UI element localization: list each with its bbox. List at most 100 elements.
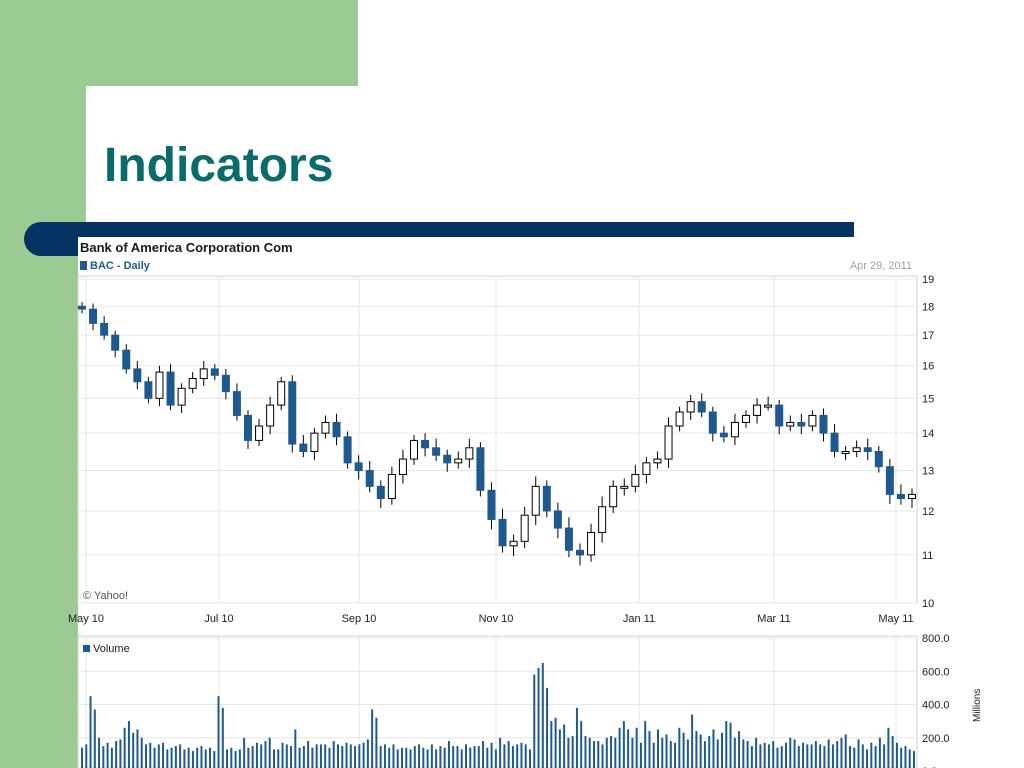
- volume-bar: [742, 739, 745, 768]
- price-y-tick-label: 17: [922, 330, 934, 342]
- volume-bar: [755, 737, 758, 768]
- volume-bar: [383, 744, 386, 768]
- volume-bar: [315, 744, 318, 768]
- volume-bar: [695, 731, 698, 768]
- volume-bar: [93, 709, 96, 768]
- candle-body: [753, 404, 762, 416]
- volume-bar: [529, 749, 531, 768]
- price-grid: [77, 275, 918, 604]
- volume-bar: [174, 746, 177, 768]
- volume-bar: [511, 746, 514, 768]
- candle-body: [885, 466, 894, 495]
- candle-body: [852, 447, 861, 453]
- volume-bar: [328, 747, 331, 768]
- volume-bar: [810, 744, 813, 768]
- candle-body: [631, 473, 640, 487]
- volume-bar: [610, 736, 613, 768]
- volume-bar: [319, 744, 322, 768]
- volume-bar: [439, 746, 442, 768]
- volume-bar: [618, 727, 621, 768]
- chart-date-label: Apr 29, 2011: [850, 260, 912, 272]
- left-accent-bar: [0, 0, 86, 768]
- candle-body: [421, 439, 430, 449]
- candle-body: [332, 421, 341, 438]
- volume-bar: [657, 729, 659, 768]
- volume-bar: [123, 727, 126, 768]
- volume-bar: [567, 737, 570, 768]
- volume-bar: [503, 744, 506, 768]
- volume-bar: [196, 747, 199, 768]
- volume-bar: [127, 721, 130, 768]
- price-x-tick-label: May 11: [878, 613, 913, 625]
- volume-bar: [473, 746, 476, 768]
- volume-bar: [302, 746, 305, 768]
- candle-body: [89, 308, 98, 324]
- chart-frame: [78, 237, 918, 768]
- candle-body: [476, 447, 485, 491]
- volume-bar: [145, 744, 147, 768]
- candle-body: [642, 462, 651, 475]
- volume-bar: [349, 744, 352, 768]
- volume-bar: [900, 747, 903, 768]
- candle-body: [531, 485, 540, 516]
- volume-bar: [490, 742, 493, 768]
- volume-bar: [115, 741, 118, 768]
- volume-bar: [802, 742, 805, 768]
- volume-bar: [443, 747, 446, 768]
- candle-body: [542, 485, 551, 512]
- volume-bar: [413, 746, 416, 768]
- candle-body: [908, 493, 916, 500]
- volume-bar: [311, 747, 314, 768]
- volume-bar: [857, 739, 860, 768]
- candle-body: [277, 381, 286, 406]
- volume-bar: [157, 744, 160, 768]
- volume-bar: [98, 737, 101, 768]
- volume-bar: [840, 737, 843, 768]
- volume-unit-label: Millions: [972, 689, 983, 722]
- volume-bar: [601, 744, 604, 768]
- volume-bar: [870, 742, 873, 768]
- volume-bar: [85, 744, 88, 768]
- volume-y-tick-label: 600.0: [922, 666, 950, 678]
- candle-body: [675, 411, 684, 427]
- volume-bar: [793, 739, 796, 768]
- volume-bar: [665, 734, 668, 768]
- volume-bar: [110, 747, 113, 768]
- volume-bar: [627, 729, 630, 768]
- candle-body: [653, 458, 662, 464]
- candle-body: [874, 451, 883, 468]
- volume-bar: [89, 696, 92, 768]
- volume-bar: [277, 749, 280, 768]
- volume-bar: [217, 696, 220, 768]
- price-candles: [78, 302, 916, 566]
- price-y-tick-label: 15: [922, 393, 934, 405]
- volume-bar: [806, 744, 809, 768]
- price-x-tick-label: Nov 10: [479, 613, 514, 625]
- volume-bar: [409, 749, 412, 768]
- volume-bar: [558, 729, 561, 768]
- candle-body: [354, 462, 363, 472]
- volume-bar: [661, 737, 664, 768]
- volume-bar: [588, 737, 591, 768]
- volume-bar: [247, 747, 250, 768]
- volume-y-tick-label: 200.0: [922, 733, 950, 745]
- volume-bar: [422, 747, 425, 768]
- candle-body: [432, 447, 441, 456]
- candle-body: [221, 374, 230, 393]
- volume-bar: [191, 751, 194, 768]
- volume-bar: [878, 737, 881, 768]
- volume-bar: [465, 744, 467, 768]
- volume-bar: [516, 744, 519, 768]
- candle-body: [797, 421, 806, 427]
- volume-bar: [827, 739, 830, 768]
- volume-bar: [230, 747, 233, 768]
- volume-bar: [831, 744, 834, 768]
- volume-bar: [652, 742, 655, 768]
- volume-bar: [477, 746, 480, 768]
- volume-bar: [866, 749, 869, 768]
- price-x-tick-label: Jul 10: [204, 613, 233, 625]
- volume-bar: [405, 747, 408, 768]
- candle-body: [299, 443, 308, 453]
- volume-bar: [183, 749, 186, 768]
- volume-y-tick-label: 0.0: [922, 766, 937, 768]
